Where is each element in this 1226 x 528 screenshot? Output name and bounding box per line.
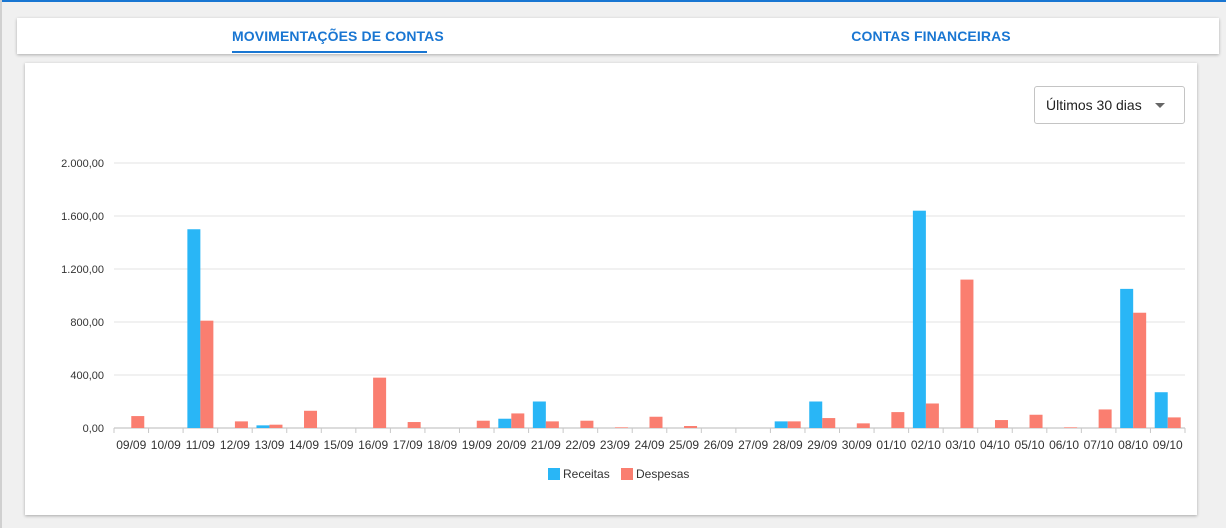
bar-despesas (1029, 414, 1043, 428)
tab-bar: MOVIMENTAÇÕES DE CONTAS CONTAS FINANCEIR… (17, 18, 1219, 54)
legend-swatch-receitas (548, 468, 560, 480)
x-tick-label: 17/09 (393, 438, 423, 452)
bar-despesas (994, 420, 1008, 428)
bar-despesas (511, 413, 525, 428)
x-tick-label: 20/09 (496, 438, 526, 452)
bar-despesas (960, 279, 974, 428)
period-select-value: Últimos 30 dias (1046, 97, 1142, 113)
bar-despesas (407, 422, 421, 428)
x-tick-label: 19/09 (462, 438, 492, 452)
chart-card: Últimos 30 dias 0,00 400,00 800,00 1.200,00… (25, 63, 1197, 515)
x-tick-label: 23/09 (600, 438, 630, 452)
left-edge (0, 0, 2, 528)
x-tick-label: 08/10 (1118, 438, 1148, 452)
x-tick-label: 03/10 (945, 438, 975, 452)
bar-despesas (787, 421, 801, 428)
bar-chart: 0,00 400,00 800,00 1.200,00 1.600,00 2.000,00… (61, 158, 1186, 481)
bar-despesas (925, 403, 939, 428)
bar-receitas (1120, 288, 1134, 428)
y-tick-label: 400,00 (70, 370, 104, 382)
x-tick-label: 28/09 (773, 438, 803, 452)
y-tick-label: 1.600,00 (61, 211, 104, 223)
x-tick-label: 07/10 (1084, 438, 1114, 452)
bar-despesas (234, 421, 248, 428)
bar-despesas (545, 421, 559, 428)
x-tick-label: 10/09 (151, 438, 181, 452)
bar-despesas (373, 377, 387, 428)
bar-despesas (200, 320, 214, 428)
bar-despesas (304, 410, 318, 428)
x-tick-label: 01/10 (876, 438, 906, 452)
x-tick-label: 04/10 (980, 438, 1010, 452)
y-tick-label: 1.200,00 (61, 264, 104, 276)
legend-label-receitas: Receitas (563, 467, 610, 481)
bar-receitas (774, 421, 788, 428)
x-tick-label: 15/09 (324, 438, 354, 452)
bar-receitas (532, 401, 546, 428)
bar-receitas (1154, 392, 1168, 428)
caret-down-icon (1155, 103, 1165, 108)
x-tick-label: 06/10 (1049, 438, 1079, 452)
x-tick-label: 26/09 (704, 438, 734, 452)
x-tick-label: 05/10 (1015, 438, 1045, 452)
bar-receitas (498, 418, 512, 428)
bar-despesas (822, 418, 836, 428)
x-tick-label: 24/09 (634, 438, 664, 452)
x-tick-label: 02/10 (911, 438, 941, 452)
period-select[interactable]: Últimos 30 dias (1034, 86, 1185, 124)
active-tab-indicator (232, 51, 427, 53)
x-tick-label: 09/10 (1153, 438, 1183, 452)
bar-despesas (1167, 417, 1181, 428)
x-tick-label: 25/09 (669, 438, 699, 452)
x-tick-label: 14/09 (289, 438, 319, 452)
bar-despesas (1133, 312, 1147, 428)
bar-receitas (809, 401, 823, 428)
y-tick-label: 0,00 (83, 423, 104, 435)
bar-despesas (580, 420, 594, 428)
bar-despesas (1064, 427, 1078, 428)
bar-despesas (1098, 409, 1112, 428)
bar-receitas (912, 210, 926, 428)
bar-despesas (269, 424, 283, 428)
tab-contas-financeiras[interactable]: CONTAS FINANCEIRAS (851, 28, 1011, 44)
bar-receitas (187, 229, 201, 428)
top-accent-line (0, 0, 1226, 2)
bar-receitas (256, 425, 270, 428)
x-tick-label: 30/09 (842, 438, 872, 452)
x-tick-label: 21/09 (531, 438, 561, 452)
x-tick-label: 11/09 (186, 438, 215, 452)
tab-movimentacoes[interactable]: MOVIMENTAÇÕES DE CONTAS (232, 28, 444, 44)
bar-despesas (649, 416, 663, 428)
y-tick-label: 2.000,00 (61, 158, 104, 170)
bar-despesas (856, 423, 870, 428)
x-tick-label: 09/09 (116, 438, 146, 452)
bar-despesas (614, 427, 628, 428)
legend-label-despesas: Despesas (636, 467, 689, 481)
bar-despesas (476, 420, 490, 428)
x-tick-label: 12/09 (220, 438, 250, 452)
x-tick-label: 16/09 (358, 438, 388, 452)
legend-swatch-despesas (621, 468, 633, 480)
x-tick-label: 13/09 (254, 438, 284, 452)
x-tick-label: 18/09 (427, 438, 457, 452)
bar-despesas (891, 412, 905, 428)
bar-despesas (684, 426, 698, 428)
bar-despesas (131, 416, 145, 428)
y-tick-label: 800,00 (70, 317, 104, 329)
x-tick-label: 27/09 (738, 438, 768, 452)
x-tick-label: 29/09 (807, 438, 837, 452)
x-tick-label: 22/09 (565, 438, 595, 452)
